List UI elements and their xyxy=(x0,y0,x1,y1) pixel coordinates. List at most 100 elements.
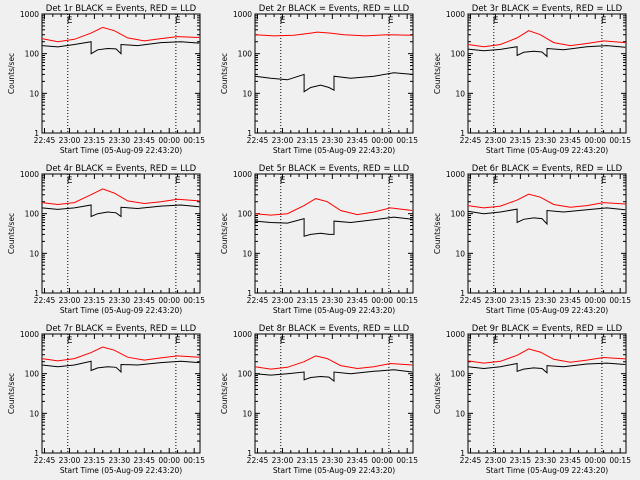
x-tick-label: 23:30 xyxy=(109,136,131,145)
x-tick-label: 00:15 xyxy=(609,456,631,465)
x-tick-label: 23:30 xyxy=(535,136,557,145)
x-tick-label: 00:00 xyxy=(584,136,606,145)
x-tick-label: 23:00 xyxy=(272,136,294,145)
y-tick-label: 1000 xyxy=(446,170,465,179)
x-tick-label: 23:15 xyxy=(510,456,532,465)
x-tick-label: 23:15 xyxy=(84,136,106,145)
event-marker-label: E xyxy=(601,336,607,346)
x-tick-label: 23:30 xyxy=(109,456,131,465)
panel-5: Det 5r BLACK = Events, RED = LLD 1 10 100 10… xyxy=(220,164,418,315)
series-lld-line xyxy=(254,355,413,370)
y-tick-label: 10 xyxy=(242,89,252,98)
x-tick-label: 23:00 xyxy=(272,456,294,465)
x-tick-label: 23:45 xyxy=(346,296,368,305)
x-tick-label: 22:45 xyxy=(247,456,269,465)
x-tick-label: 23:30 xyxy=(109,296,131,305)
y-tick-label: 1 xyxy=(34,289,39,298)
plot-frame xyxy=(41,173,201,294)
event-marker-label: E xyxy=(67,336,73,346)
x-tick-label: 00:00 xyxy=(158,136,180,145)
x-tick-label: 23:15 xyxy=(297,136,319,145)
series-events-line xyxy=(254,369,413,383)
y-tick-label: 100 xyxy=(25,210,40,219)
y-tick-label: 1000 xyxy=(20,330,39,339)
y-tick-label: 10 xyxy=(242,409,252,418)
panel-3: Det 3r BLACK = Events, RED = LLD 1 10 100 10… xyxy=(433,4,631,155)
x-tick-label: 00:15 xyxy=(609,296,631,305)
y-tick-label: 100 xyxy=(451,210,466,219)
x-tick-label: 00:00 xyxy=(584,456,606,465)
y-tick-label: 10 xyxy=(455,89,465,98)
series-lld-line xyxy=(254,31,413,37)
series-lld-line xyxy=(467,193,626,209)
x-tick-label: 00:00 xyxy=(371,296,393,305)
series-events-line xyxy=(254,216,413,237)
panel-4: Det 4r BLACK = Events, RED = LLD 1 10 100 10… xyxy=(7,164,205,315)
y-axis-label: Counts/sec xyxy=(433,373,442,414)
x-tick-label: 23:00 xyxy=(485,136,507,145)
x-tick-label: 00:15 xyxy=(396,136,418,145)
x-tick-label: 00:00 xyxy=(158,296,180,305)
plot-frame xyxy=(41,13,201,134)
x-tick-label: 23:15 xyxy=(297,456,319,465)
x-axis-label: Start Time (05-Aug-09 22:43:20) xyxy=(486,306,608,315)
x-tick-label: 23:15 xyxy=(84,456,106,465)
y-tick-label: 10 xyxy=(455,409,465,418)
x-axis-label: Start Time (05-Aug-09 22:43:20) xyxy=(60,306,182,315)
y-tick-label: 100 xyxy=(25,50,40,59)
event-marker-label: E xyxy=(388,16,394,26)
y-tick-label: 1 xyxy=(460,129,465,138)
chart-title: Det 8r BLACK = Events, RED = LLD xyxy=(259,324,410,334)
plot-frame xyxy=(41,333,201,454)
y-axis-label: Counts/sec xyxy=(220,53,229,94)
event-marker-label: E xyxy=(493,336,499,346)
y-tick-label: 100 xyxy=(451,50,466,59)
y-tick-label: 1 xyxy=(247,129,252,138)
x-tick-label: 23:45 xyxy=(559,296,581,305)
x-tick-label: 23:00 xyxy=(272,296,294,305)
x-tick-label: 22:45 xyxy=(34,456,56,465)
x-tick-label: 00:15 xyxy=(396,296,418,305)
y-tick-label: 100 xyxy=(238,370,253,379)
event-marker-label: E xyxy=(67,16,73,26)
event-marker-label: E xyxy=(175,16,181,26)
plot-frame xyxy=(467,13,627,134)
y-tick-label: 1000 xyxy=(233,170,252,179)
series-events-line xyxy=(467,45,626,58)
chart-title: Det 4r BLACK = Events, RED = LLD xyxy=(46,164,197,174)
event-marker-label: E xyxy=(493,16,499,26)
y-tick-label: 100 xyxy=(238,50,253,59)
y-tick-label: 100 xyxy=(25,370,40,379)
x-tick-label: 22:45 xyxy=(460,136,482,145)
x-tick-label: 23:45 xyxy=(133,456,155,465)
y-tick-label: 10 xyxy=(242,249,252,258)
x-axis-label: Start Time (05-Aug-09 22:43:20) xyxy=(60,146,182,155)
panel-7: Det 7r BLACK = Events, RED = LLD 1 10 100 10… xyxy=(7,324,205,475)
panel-9: Det 9r BLACK = Events, RED = LLD 1 10 100 10… xyxy=(433,324,631,475)
x-tick-label: 00:15 xyxy=(396,456,418,465)
y-tick-label: 10 xyxy=(29,249,39,258)
series-lld-line xyxy=(41,346,200,362)
y-axis-label: Counts/sec xyxy=(433,53,442,94)
event-marker-label: E xyxy=(175,336,181,346)
y-tick-label: 1000 xyxy=(20,170,39,179)
x-tick-label: 23:15 xyxy=(510,296,532,305)
series-lld-line xyxy=(41,26,200,43)
x-tick-label: 00:00 xyxy=(584,296,606,305)
x-tick-label: 22:45 xyxy=(247,136,269,145)
series-lld-line xyxy=(254,198,413,216)
plot-frame xyxy=(254,333,414,454)
y-axis-label: Counts/sec xyxy=(7,213,16,254)
x-tick-label: 23:45 xyxy=(346,456,368,465)
x-tick-label: 23:30 xyxy=(535,456,557,465)
x-tick-label: 23:00 xyxy=(59,136,81,145)
series-events-line xyxy=(254,72,413,93)
chart-title: Det 1r BLACK = Events, RED = LLD xyxy=(46,4,197,14)
x-tick-label: 23:45 xyxy=(559,456,581,465)
x-tick-label: 23:00 xyxy=(59,456,81,465)
event-marker-label: E xyxy=(280,176,286,186)
x-tick-label: 22:45 xyxy=(460,296,482,305)
series-events-line xyxy=(41,204,200,218)
x-tick-label: 23:00 xyxy=(485,456,507,465)
event-marker-label: E xyxy=(388,336,394,346)
